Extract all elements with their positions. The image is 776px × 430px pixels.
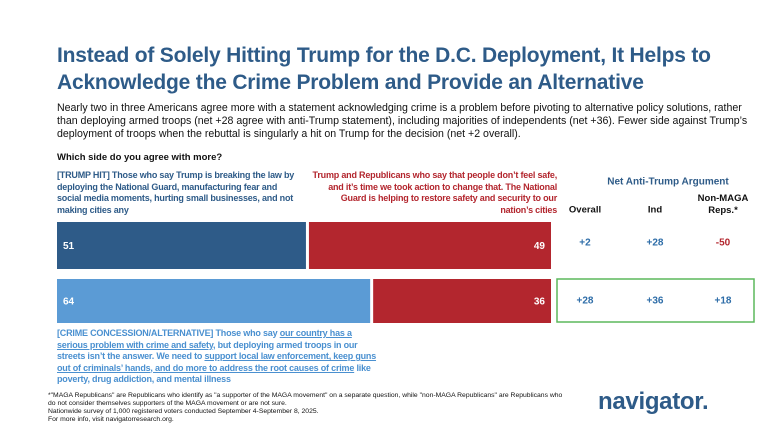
value-label: 51 bbox=[63, 241, 75, 252]
table-cell: +2 bbox=[579, 238, 591, 249]
statement-segment: [CRIME CONCESSION/ALTERNATIVE] Those who… bbox=[57, 328, 280, 338]
bar-segment bbox=[373, 279, 551, 323]
logo: navigator. bbox=[598, 388, 709, 415]
table-cell: +36 bbox=[647, 296, 664, 307]
statement-republican: Trump and Republicans who say that peopl… bbox=[312, 170, 558, 215]
value-label: 49 bbox=[534, 241, 546, 252]
column-header: Ind bbox=[648, 205, 662, 216]
footnote: Nationwide survey of 1,000 registered vo… bbox=[48, 408, 319, 415]
subtitle: Nearly two in three Americans agree more… bbox=[57, 102, 748, 140]
bar-segment bbox=[57, 222, 306, 269]
bar-segment bbox=[57, 279, 371, 323]
bar-segment bbox=[308, 222, 551, 269]
table-cell: +18 bbox=[715, 296, 732, 307]
value-label: 64 bbox=[63, 297, 75, 308]
footnote: For more info, visit navigatorresearch.o… bbox=[48, 416, 174, 423]
column-header: Non-MAGA Reps.* bbox=[698, 193, 749, 216]
table-cell: +28 bbox=[577, 296, 594, 307]
statement-trump-hit: [TRUMP HIT] Those who say Trump is break… bbox=[57, 170, 295, 215]
question: Which side do you agree with more? bbox=[57, 152, 223, 163]
statement-segment: our country has a serious problem with c… bbox=[57, 328, 352, 350]
table-cell: +28 bbox=[647, 238, 664, 249]
table-cell: -50 bbox=[716, 238, 731, 249]
table-title: Net Anti-Trump Argument bbox=[607, 177, 729, 188]
statement-segment: support local law enforcement, keep guns… bbox=[57, 351, 377, 373]
title: Instead of Solely Hitting Trump for the … bbox=[57, 44, 711, 94]
footnote: *"MAGA Republicans" are Republicans who … bbox=[48, 392, 563, 407]
value-label: 36 bbox=[534, 297, 546, 308]
highlight-box bbox=[556, 278, 755, 323]
statement-crime: [CRIME CONCESSION/ALTERNATIVE] Those who… bbox=[57, 328, 377, 386]
statement-segment: like poverty, drug addiction, and mental… bbox=[57, 362, 371, 385]
column-header: Overall bbox=[569, 205, 601, 216]
footnotes: *"MAGA Republicans" are Republicans who … bbox=[48, 392, 568, 424]
statement-segment: , but deploying armed troops in our stre… bbox=[57, 339, 358, 362]
